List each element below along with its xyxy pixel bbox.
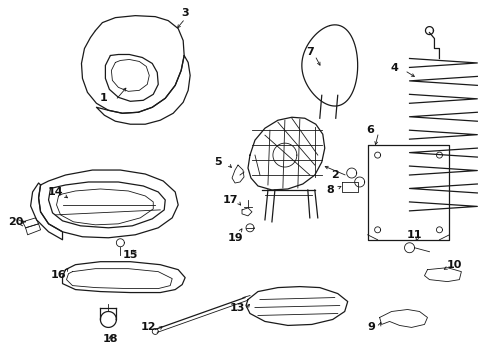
Text: 19: 19	[227, 233, 243, 243]
Text: 9: 9	[367, 323, 375, 332]
Text: 11: 11	[406, 230, 422, 240]
Text: 17: 17	[222, 195, 237, 205]
Text: 2: 2	[330, 170, 338, 180]
Text: 8: 8	[325, 185, 333, 195]
Text: 16: 16	[51, 270, 66, 280]
Text: 10: 10	[446, 260, 461, 270]
Text: 5: 5	[214, 157, 222, 167]
Text: 20: 20	[8, 217, 23, 227]
Text: 14: 14	[48, 187, 63, 197]
Text: 13: 13	[229, 302, 244, 312]
Text: 12: 12	[140, 323, 156, 332]
Text: 18: 18	[102, 334, 118, 345]
Text: 7: 7	[305, 48, 313, 58]
Text: 3: 3	[181, 8, 188, 18]
Text: 6: 6	[366, 125, 374, 135]
Text: 4: 4	[390, 63, 398, 73]
Text: 1: 1	[100, 93, 107, 103]
Text: 15: 15	[122, 250, 138, 260]
